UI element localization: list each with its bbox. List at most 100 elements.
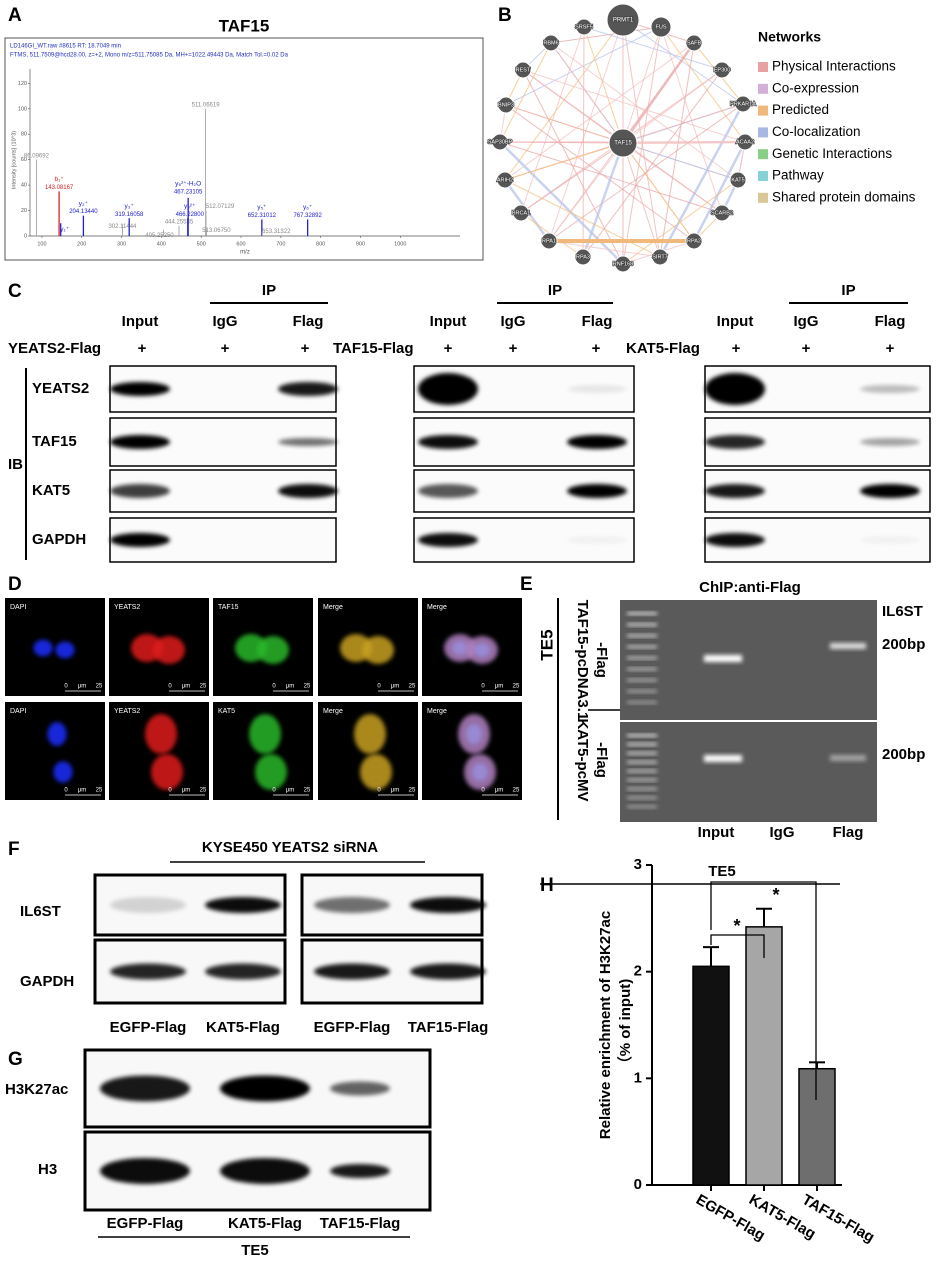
node-label: RPA2 [687, 238, 701, 244]
construct-label: TAF15-pcDNA3.1 [574, 600, 591, 721]
scale-label: μm [495, 684, 503, 690]
node-label: SAP30BP [488, 139, 513, 145]
significance-star: * [772, 885, 779, 905]
channel-label: YEATS2 [114, 604, 140, 611]
gel [620, 722, 877, 822]
ladder-band [627, 623, 657, 627]
y-tick-label: 100 [18, 106, 27, 112]
scale-label: 25 [96, 684, 103, 690]
channel-label: DAPI [10, 708, 26, 715]
legend-swatch [758, 192, 768, 203]
network-node [540, 232, 558, 250]
nucleus [466, 724, 482, 744]
blot-band [860, 385, 920, 393]
blot-band [567, 484, 627, 498]
panel-letter: B [498, 5, 512, 26]
lane-label: IgG [770, 824, 795, 841]
chip-title: ChIP:anti-Flag [699, 579, 801, 596]
plus-sign: + [444, 340, 453, 357]
cell [47, 722, 67, 746]
peak-label: 652.31012 [248, 213, 277, 219]
plus-sign: + [221, 340, 230, 357]
nucleus [452, 641, 468, 655]
scale-label: 0 [64, 788, 68, 794]
network-node [491, 133, 509, 151]
node-label: ARIH2 [497, 177, 513, 183]
node-label: TAF15 [614, 141, 632, 147]
micrograph [5, 598, 105, 696]
cell [255, 754, 287, 790]
ladder-band [627, 734, 657, 737]
network-edge [583, 26, 723, 71]
lane-label: EGFP-Flag [314, 1019, 391, 1036]
network-node [496, 171, 514, 189]
y-axis-label: （% of input) [616, 979, 634, 1071]
column-label: Input [430, 313, 467, 330]
peak-label: 512.07129 [206, 204, 235, 210]
scale-label: 25 [200, 684, 207, 690]
x-tick-label: 100 [37, 241, 46, 247]
blot-band [110, 382, 170, 396]
y-tick-label: 80 [21, 132, 27, 138]
construct-label: -Flag [593, 642, 610, 678]
blot-band [410, 897, 486, 913]
panel-title: KYSE450 YEATS2 siRNA [202, 839, 378, 856]
column-label: IgG [213, 313, 238, 330]
lane-label: KAT5-Flag [206, 1019, 280, 1036]
ion-label: y₈²⁺ [184, 203, 196, 210]
peak-label: 204.13440 [69, 209, 98, 215]
significance-star: * [733, 916, 740, 936]
cell [145, 714, 177, 754]
channel-label: Merge [427, 604, 447, 611]
peak-label: 467.23105 [174, 189, 203, 195]
network-edge [550, 26, 662, 44]
ion-label: y₆⁺ [303, 204, 313, 211]
scale-label: μm [286, 788, 294, 794]
column-label: Flag [293, 313, 324, 330]
column-label: Input [717, 313, 754, 330]
cell [55, 641, 75, 659]
gel [620, 600, 877, 720]
construct-label: KAT5-pcMV [574, 718, 591, 801]
blot-band [278, 438, 338, 446]
network-node [651, 248, 669, 266]
protein-label: TAF15 [32, 433, 77, 450]
network-node [512, 204, 530, 222]
protein-label: H3 [38, 1161, 57, 1178]
network-node [650, 16, 672, 38]
cell [354, 714, 386, 754]
blot-band [278, 484, 338, 498]
legend-label: Co-expression [772, 80, 859, 95]
scale-label: 25 [409, 788, 416, 794]
node-label: RPA1 [542, 238, 556, 244]
y-tick-label: 1 [634, 1069, 642, 1086]
protein-label: KAT5 [32, 482, 70, 499]
x-tick-label: 200 [77, 241, 86, 247]
ion-label: y₁⁺ [60, 226, 69, 233]
protein-label: GAPDH [20, 973, 74, 990]
scale-label: 0 [272, 788, 276, 794]
scale-label: 0 [481, 684, 485, 690]
scale-label: 0 [64, 684, 68, 690]
plus-sign: + [886, 340, 895, 357]
spectrum-frame [4, 37, 484, 261]
network-edge [548, 240, 661, 258]
legend-swatch [758, 127, 768, 138]
ladder-band [627, 778, 657, 782]
ladder-band [627, 700, 657, 704]
node-label: BRCA1 [512, 210, 530, 216]
ladder-band [627, 796, 657, 800]
blot-band [314, 963, 390, 980]
ion-label: b₁⁺ [54, 176, 64, 183]
pcr-band [704, 755, 742, 762]
chart-title: TAF15 [219, 16, 270, 35]
legend-swatch [758, 171, 768, 181]
error-bar [703, 946, 719, 967]
peak-label: 143.08167 [45, 185, 74, 191]
x-tick-label: 400 [157, 241, 166, 247]
blot-band [418, 484, 478, 498]
panel-letter: D [8, 574, 22, 595]
peak-label: 767.32892 [293, 213, 322, 219]
network-edge [658, 103, 745, 258]
